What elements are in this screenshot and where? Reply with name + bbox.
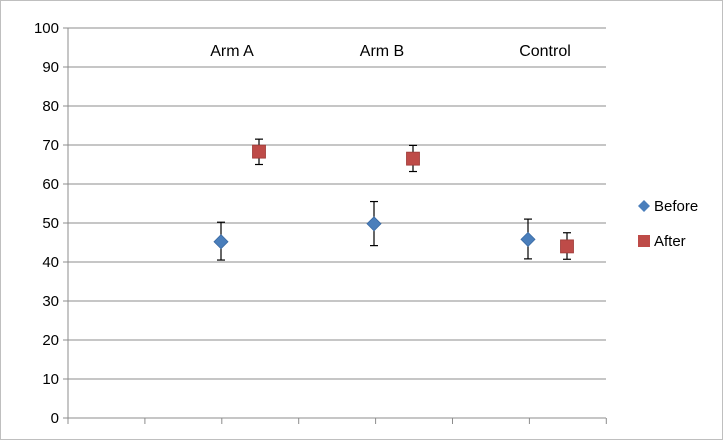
y-tick-label: 40 <box>42 254 59 271</box>
category-label: Arm A <box>210 43 254 60</box>
after-point <box>252 144 266 159</box>
y-tick-labels: 0 10 20 30 40 50 60 70 80 90 100 <box>34 20 59 427</box>
legend: Before After <box>638 198 698 250</box>
y-tick-label: 60 <box>42 176 59 193</box>
y-tick-label: 70 <box>42 137 59 154</box>
category-labels: Arm A Arm B Control <box>210 43 571 60</box>
legend-before-marker <box>638 200 650 212</box>
after-point <box>560 239 574 254</box>
error-bars <box>217 138 571 261</box>
legend-label: Before <box>654 198 698 215</box>
y-tick-label: 90 <box>42 59 59 76</box>
y-tick-label: 10 <box>42 371 59 388</box>
y-tick-label: 50 <box>42 215 59 232</box>
after-point <box>406 151 420 166</box>
category-label: Arm B <box>360 43 404 60</box>
before-point <box>520 231 536 247</box>
axes <box>63 27 607 424</box>
before-point <box>366 216 382 232</box>
y-tick-label: 20 <box>42 332 59 349</box>
gridlines <box>68 27 606 380</box>
y-tick-label: 100 <box>34 20 59 37</box>
y-tick-label: 0 <box>51 410 59 427</box>
before-point <box>213 234 229 250</box>
category-label: Control <box>519 43 571 60</box>
y-tick-label: 30 <box>42 293 59 310</box>
y-tick-label: 80 <box>42 98 59 115</box>
legend-after-marker <box>638 235 650 247</box>
data-points <box>213 144 574 254</box>
legend-label: After <box>654 233 686 250</box>
